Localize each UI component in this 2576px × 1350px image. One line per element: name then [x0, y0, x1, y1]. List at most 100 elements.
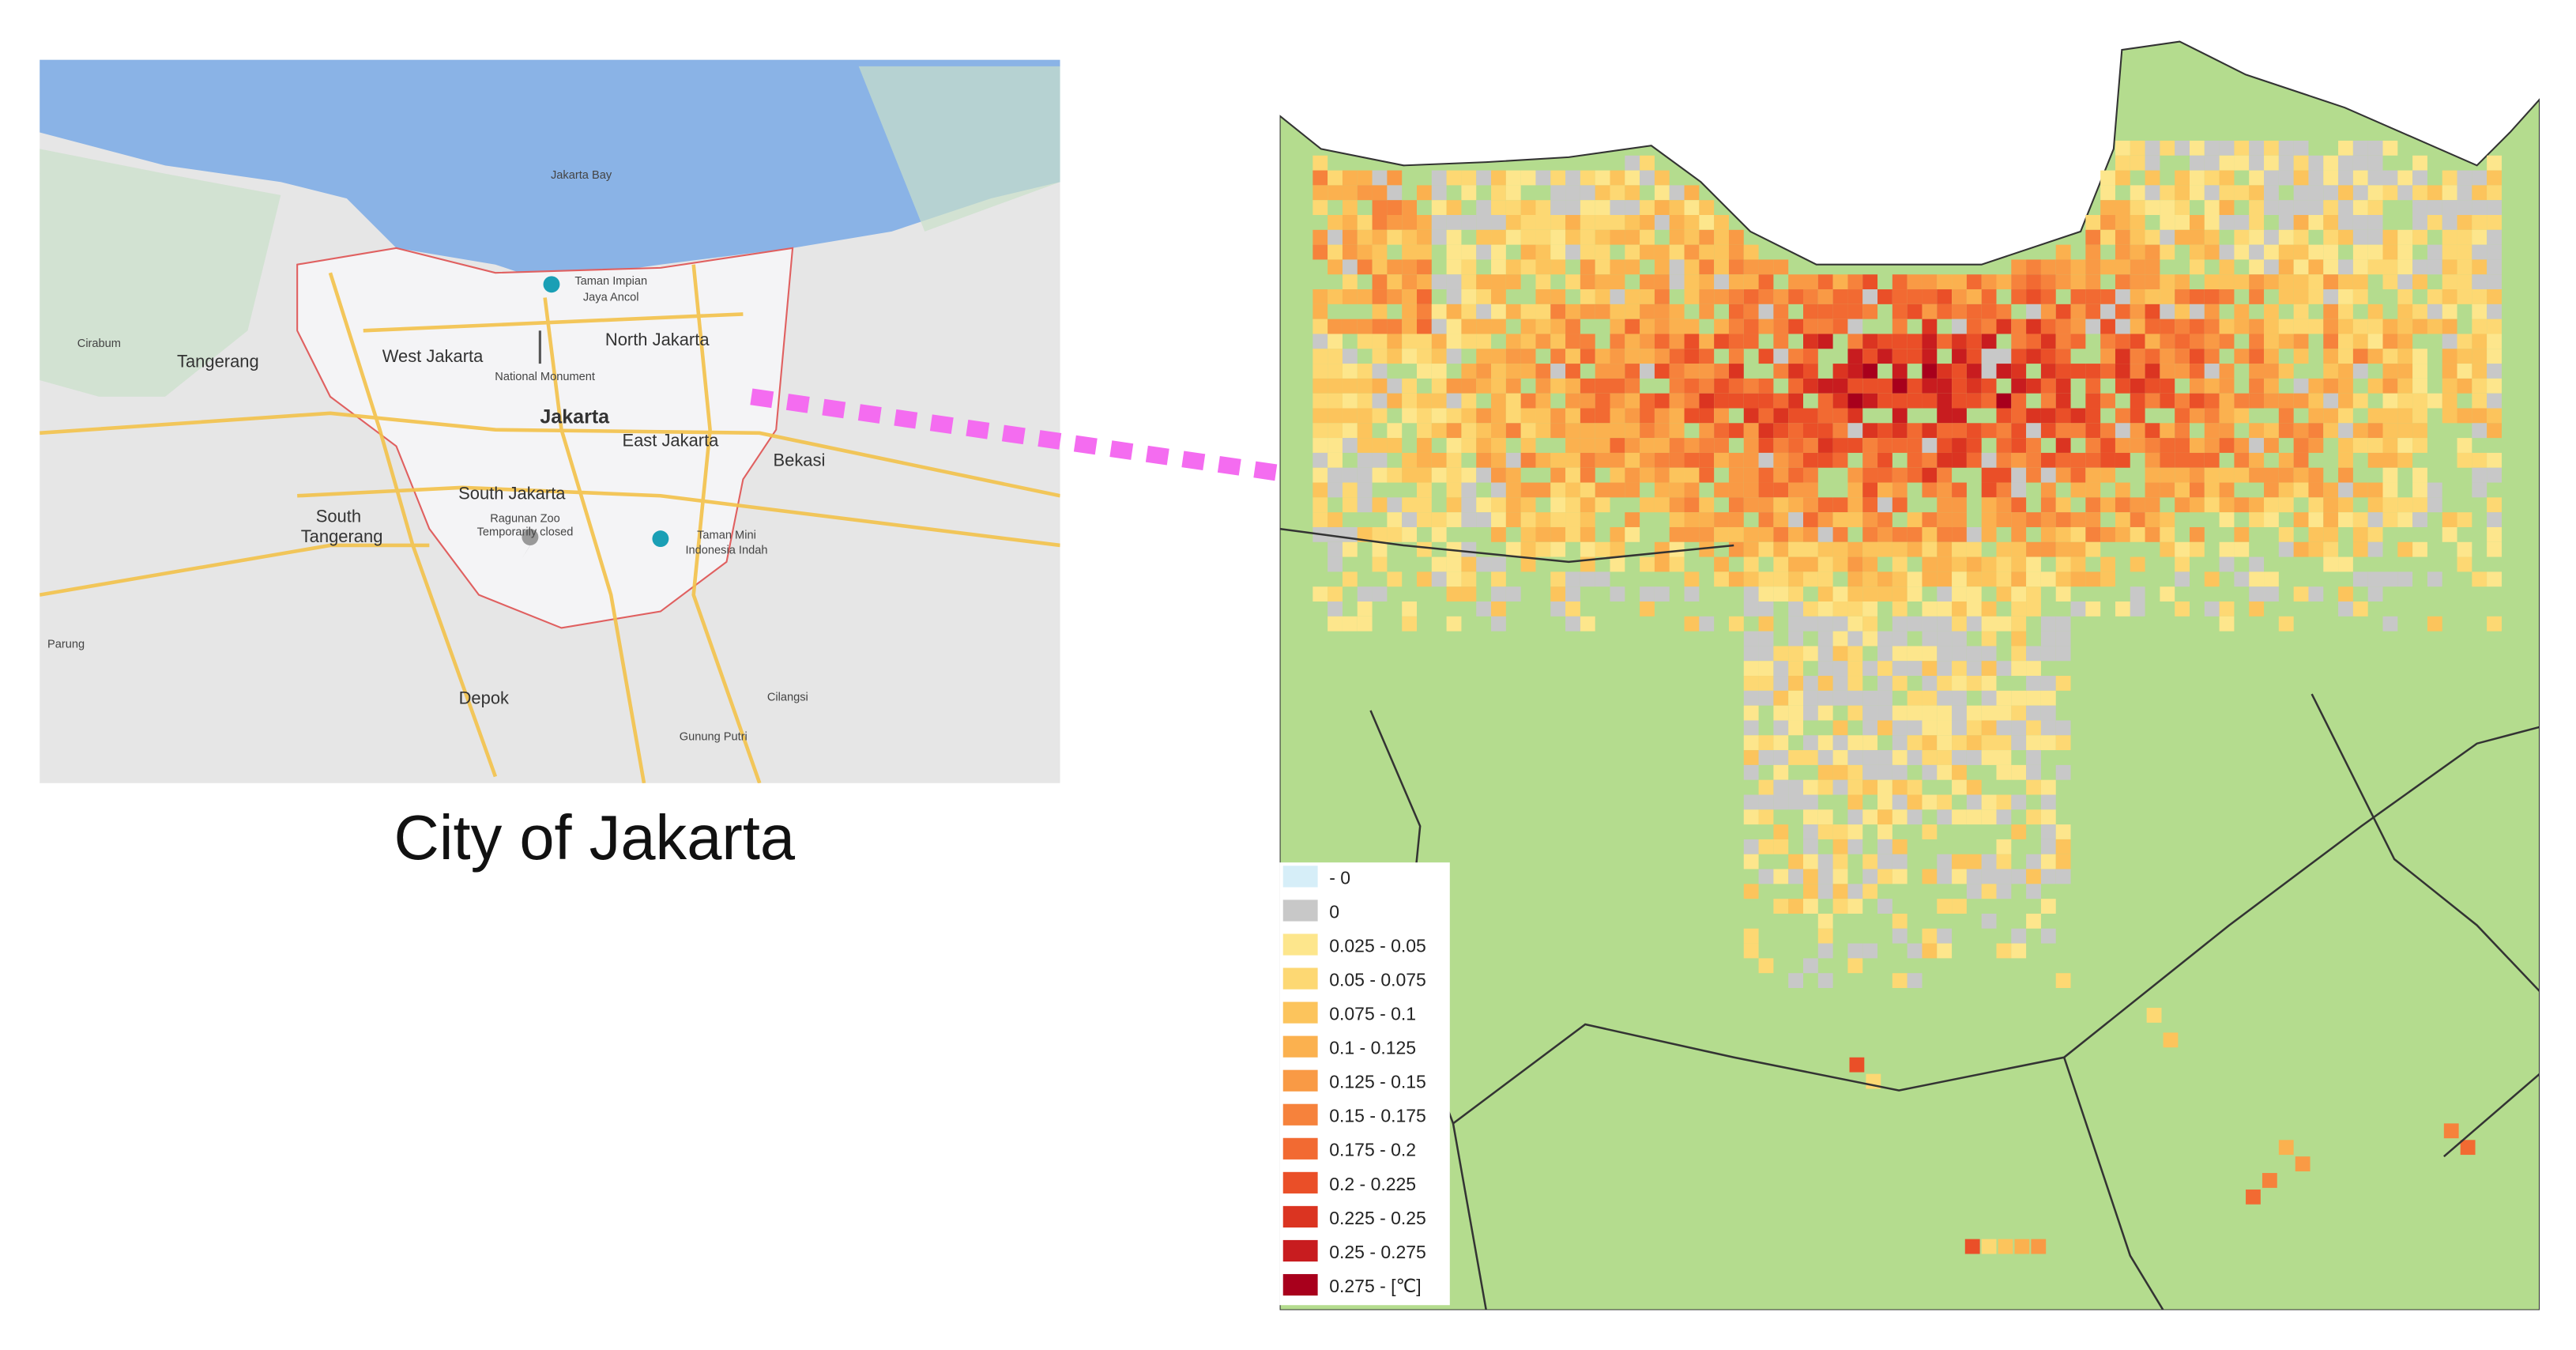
heat-cell	[2264, 334, 2279, 349]
heat-cell	[1669, 259, 1685, 275]
heat-cell	[1892, 378, 1908, 394]
heat-cell	[2085, 244, 2101, 260]
heat-cell	[1342, 274, 1358, 290]
heat-cell	[1387, 349, 1403, 364]
heat-cell	[2367, 378, 2383, 394]
heat-cell	[2427, 244, 2442, 260]
heat-cell	[2397, 571, 2413, 587]
heat-cell	[1728, 482, 1744, 498]
heat-cell	[1610, 289, 1625, 304]
heat-cell	[1966, 750, 1982, 765]
heat-cell	[1312, 408, 1328, 424]
heat-cell	[1387, 259, 1403, 275]
heat-cell	[1312, 482, 1328, 498]
heat-cell	[1625, 289, 1640, 304]
heat-cell	[1565, 304, 1580, 319]
heat-cell	[2487, 274, 2502, 290]
heat-cell	[2175, 319, 2190, 334]
legend-label: 0.075 - 0.1	[1329, 1004, 1416, 1024]
heat-cell	[2278, 319, 2294, 334]
heat-cell	[1832, 616, 1848, 632]
heat-cell	[2160, 467, 2175, 483]
heat-cell	[2352, 289, 2368, 304]
heat-cell	[2382, 170, 2398, 186]
heat-cell	[1431, 349, 1447, 364]
heat-cell	[1535, 393, 1551, 409]
heat-cell	[1610, 170, 1625, 186]
heat-cell	[1328, 541, 1343, 557]
heat-cell	[1996, 616, 2012, 632]
heat-cell	[1803, 334, 1818, 349]
heat-cell	[1699, 616, 1715, 632]
heat-cell	[2367, 155, 2383, 171]
heat-cell	[2367, 215, 2383, 230]
heat-cell	[2040, 869, 2056, 884]
heat-cell	[1847, 467, 1863, 483]
heat-cell	[2323, 155, 2339, 171]
heat-cell	[1669, 452, 1685, 468]
heat-cell	[1817, 764, 1833, 780]
heat-cell	[1877, 467, 1892, 483]
heat-cell	[2367, 334, 2383, 349]
heat-cell	[1520, 319, 1536, 334]
legend-swatch	[1282, 1137, 1318, 1160]
heat-cell	[2308, 259, 2324, 275]
map-label: Tangerang	[177, 351, 259, 371]
heat-cell	[1981, 705, 1997, 721]
heat-cell	[1625, 349, 1640, 364]
heat-cell	[1773, 349, 1789, 364]
heat-cell	[1491, 289, 1506, 304]
heat-cell	[1476, 349, 1492, 364]
heat-cell	[1565, 200, 1580, 216]
heat-cell	[2219, 393, 2235, 409]
heat-cell	[2293, 215, 2309, 230]
heat-cell	[1431, 274, 1447, 290]
heat-cell	[2264, 438, 2279, 453]
heat-cell	[2100, 452, 2115, 468]
map-label: Jakarta	[540, 405, 610, 428]
heat-cell	[1491, 526, 1506, 542]
heat-cell	[2040, 899, 2056, 914]
heat-cell	[1773, 690, 1789, 706]
heat-cell	[1357, 438, 1373, 453]
heat-cell	[1892, 334, 1908, 349]
heat-cell	[1476, 304, 1492, 319]
heat-cell	[1714, 512, 1729, 527]
heat-cell	[1862, 467, 1878, 483]
heat-cell	[1640, 155, 1655, 171]
heat-cell	[2457, 274, 2472, 290]
heat-cell	[1520, 229, 1536, 245]
legend-swatch	[1282, 1069, 1318, 1092]
heat-cell	[2293, 289, 2309, 304]
heat-cell	[2190, 229, 2205, 245]
heat-cell	[1922, 735, 1938, 751]
heat-cell	[1550, 185, 1566, 201]
heat-cell	[2040, 809, 2056, 825]
map-label: South	[316, 507, 361, 526]
heat-cell	[2472, 304, 2487, 319]
heat-cell	[1847, 661, 1863, 677]
heat-cell	[1817, 526, 1833, 542]
heat-cell	[2040, 616, 2056, 632]
heat-cell	[1832, 438, 1848, 453]
heat-cell	[1788, 364, 1803, 379]
heat-cell	[2011, 705, 2027, 721]
heat-cell	[1877, 839, 1892, 854]
heat-cell	[1892, 349, 1908, 364]
heat-cell	[1402, 616, 1417, 632]
heat-cell	[1565, 215, 1580, 230]
heat-cell	[1535, 541, 1551, 557]
heat-cell	[1907, 705, 1923, 721]
heat-cell	[2204, 408, 2220, 424]
heat-cell	[1743, 319, 1759, 334]
heat-cell	[1847, 571, 1863, 587]
heat-cell	[1877, 869, 1892, 884]
heat-cell	[1817, 616, 1833, 632]
heat-cell	[2145, 140, 2160, 156]
heat-cell	[1788, 378, 1803, 394]
heat-cell	[1669, 215, 1685, 230]
heat-cell	[2130, 229, 2145, 245]
heat-cell	[1788, 720, 1803, 736]
heat-cell	[1922, 824, 1938, 839]
